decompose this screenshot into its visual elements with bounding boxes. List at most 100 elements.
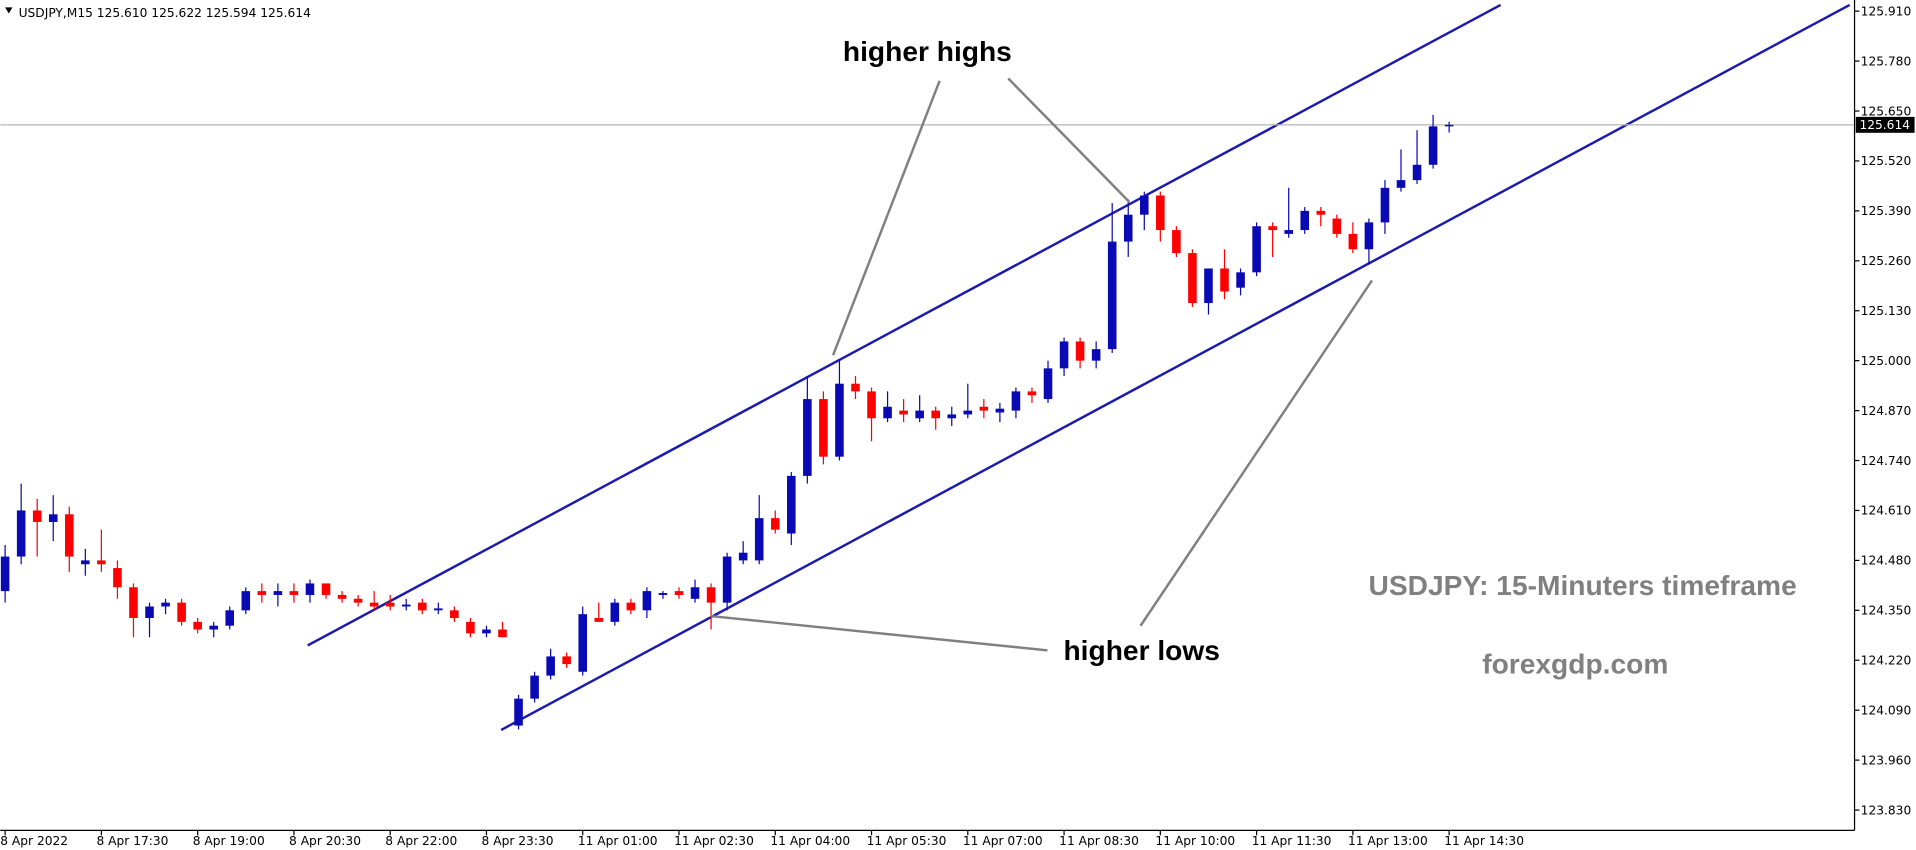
upper-channel-line <box>307 3 1502 647</box>
candle-body <box>466 621 475 634</box>
candle-body <box>385 602 395 607</box>
lower-channel-line <box>500 3 1851 732</box>
candle-body <box>578 614 588 672</box>
y-tick-label: 125.130 <box>1861 304 1912 318</box>
candle-body <box>514 698 523 726</box>
candle-body <box>899 410 908 415</box>
candle-body <box>161 602 170 607</box>
candle-body <box>1172 230 1181 254</box>
plot-area <box>0 3 1855 732</box>
candle-body <box>1140 195 1149 215</box>
current-price-label: 125.614 <box>1859 118 1910 132</box>
candle-body <box>369 602 379 607</box>
candle-body <box>1380 187 1390 223</box>
annotation-pointers <box>710 77 1373 652</box>
candle-body <box>851 383 860 392</box>
pointer-line <box>710 614 1048 652</box>
candle-body <box>690 587 700 599</box>
candle-body <box>289 591 299 595</box>
y-tick-label: 125.000 <box>1861 354 1912 368</box>
candle-body <box>48 514 58 522</box>
pointer-line <box>1007 77 1131 203</box>
y-tick-label: 125.390 <box>1861 204 1912 218</box>
candle-body <box>706 587 716 603</box>
candle-body <box>321 583 331 595</box>
candle-body <box>1075 341 1085 361</box>
annotation: USDJPY: 15-Minuters timeframe <box>1369 569 1797 601</box>
candle-body <box>1332 218 1342 234</box>
candle-body <box>1396 180 1406 188</box>
y-tick-label: 124.350 <box>1861 604 1912 618</box>
candle-body <box>562 656 571 665</box>
candle-body <box>97 560 106 565</box>
candle-body <box>0 556 10 592</box>
candle-body <box>401 604 411 607</box>
candle-body <box>1412 164 1422 181</box>
candle-body <box>1204 268 1213 304</box>
pointer-line <box>1139 279 1373 627</box>
candle-body <box>305 583 315 595</box>
candle-body <box>819 399 828 457</box>
x-tick-label: 11 Apr 11:30 <box>1252 834 1332 848</box>
annotation: higher highs <box>843 35 1012 67</box>
y-tick-label: 125.650 <box>1861 104 1912 118</box>
candle-body <box>915 410 924 419</box>
y-tick-label: 125.260 <box>1861 254 1912 268</box>
y-tick-label: 125.910 <box>1861 4 1912 18</box>
candle-body <box>193 621 202 630</box>
candle-body <box>16 510 26 557</box>
candle-body <box>1252 226 1261 273</box>
annotation: forexgdp.com <box>1482 648 1668 680</box>
candle-body <box>1156 195 1165 231</box>
x-tick-label: 11 Apr 08:30 <box>1059 834 1139 848</box>
y-tick-label: 125.520 <box>1861 154 1912 168</box>
candle-body <box>241 591 251 611</box>
menu-arrow[interactable] <box>5 7 13 14</box>
candle-body <box>626 602 636 611</box>
current-price-box <box>1855 116 1915 133</box>
candle-body <box>931 410 940 419</box>
candle-body <box>1107 241 1117 350</box>
y-tick-label: 124.480 <box>1861 554 1912 568</box>
candle-body <box>498 629 507 638</box>
candle-body <box>450 610 459 619</box>
x-tick-label: 11 Apr 04:00 <box>770 834 850 848</box>
y-tick-label: 124.220 <box>1861 654 1912 668</box>
candle-body <box>530 675 539 699</box>
candle-body <box>963 410 973 415</box>
y-tick-label: 125.780 <box>1861 54 1912 68</box>
candle-body <box>177 602 186 622</box>
candle-body <box>770 518 780 530</box>
x-tick-label: 11 Apr 13:00 <box>1348 834 1428 848</box>
candle-body <box>754 518 764 561</box>
x-tick-label: 11 Apr 07:00 <box>963 834 1043 848</box>
x-tick-label: 11 Apr 14:30 <box>1444 834 1524 848</box>
pointer-line <box>831 80 941 356</box>
x-tick-label: 8 Apr 19:00 <box>193 834 265 848</box>
candle-body <box>1027 391 1037 396</box>
x-tick-label: 11 Apr 02:30 <box>674 834 754 848</box>
candle-body <box>32 510 42 522</box>
candle-body <box>145 606 154 619</box>
candle-body <box>1316 210 1326 215</box>
candle-body <box>113 568 122 588</box>
candle-body <box>1220 268 1229 292</box>
candle-body <box>979 406 989 411</box>
candle-body <box>337 594 347 599</box>
candle-body <box>353 598 363 603</box>
candle-body <box>1268 226 1277 231</box>
candle-body <box>1043 368 1053 400</box>
candle-body <box>1300 210 1310 231</box>
y-tick-label: 124.090 <box>1861 703 1912 717</box>
x-tick-label: 8 Apr 23:30 <box>482 834 554 848</box>
annotation: higher lows <box>1063 634 1219 666</box>
candle-body <box>225 610 235 626</box>
x-tick-label: 11 Apr 10:00 <box>1155 834 1235 848</box>
y-tick-label: 124.610 <box>1861 504 1912 518</box>
candle-body <box>1348 233 1358 250</box>
candle-body <box>867 391 876 419</box>
candle-body <box>738 552 748 561</box>
